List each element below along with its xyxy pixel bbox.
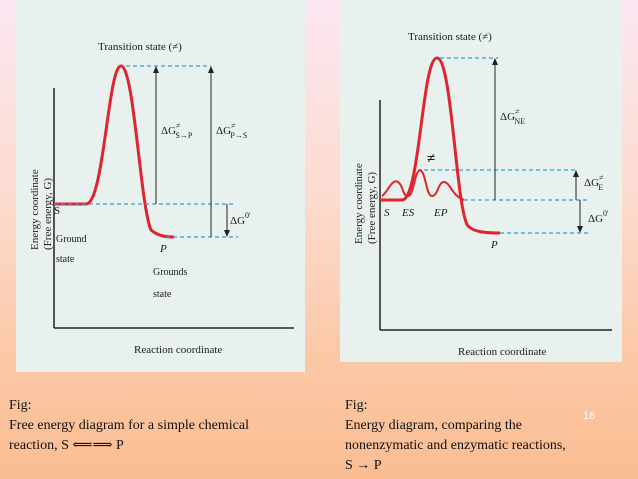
right-nonenzymatic-curve (380, 56, 501, 235)
left-dg-arrowhead (153, 66, 159, 73)
right-x-axis-label: Reaction coordinate (458, 346, 546, 358)
left-energy-curve (54, 64, 175, 239)
left-caption-line2: Free energy diagram for a simple chemica… (9, 418, 249, 433)
right-y-axis-label: Energy coordinate (353, 163, 365, 244)
left-dg-rev-arrowhead (208, 66, 214, 73)
left-caption-equilibrium-arrow: ⟸⟹ (72, 438, 113, 453)
right-y-axis-title: Energy coordinate (Free energy, G) (353, 163, 378, 244)
left-energy-diagram: Transition state (≠) ΔG≠ S→P ΔG≠ P→S ΔG0' … (29, 41, 294, 356)
right-es-label: ES (401, 207, 415, 219)
right-neq-label: ≠ (427, 151, 435, 167)
left-ground-label: Ground (56, 234, 87, 245)
right-diagram-panel: Transition state (≠) ≠ ΔG≠ NE ΔG≠ E ΔG0' S… (340, 0, 622, 362)
left-y-axis-title: Energy coordinate (Free energy, G) (29, 169, 54, 250)
right-dg0-label: ΔG0' (588, 209, 609, 225)
left-s-label: S (54, 205, 60, 217)
left-dg0-arrowhead (224, 230, 230, 237)
left-caption: Fig: Free energy diagram for a simple ch… (9, 396, 309, 456)
left-state-label: state (56, 254, 75, 265)
right-y-axis-sub: (Free energy, G) (366, 172, 378, 244)
right-ep-label: EP (433, 207, 448, 219)
right-transition-label: Transition state (≠) (408, 31, 492, 43)
left-y-axis-label: Energy coordinate (29, 169, 41, 250)
right-energy-diagram: Transition state (≠) ≠ ΔG≠ NE ΔG≠ E ΔG0' S… (353, 31, 612, 358)
right-s-label: S (384, 207, 390, 219)
slide-number: 16 (583, 410, 596, 422)
left-dg0-label: ΔG0' (230, 211, 251, 227)
right-caption-line4: S → P (345, 458, 382, 473)
right-caption-line3: nonenzymatic and enzymatic reactions, (345, 438, 566, 453)
right-dg-e-label: ΔG≠ E (584, 173, 604, 192)
left-diagram-panel: Transition state (≠) ΔG≠ S→P ΔG≠ P→S ΔG0' … (16, 0, 305, 372)
right-dg-e-arrowhead (573, 170, 579, 177)
right-p-label: P (490, 239, 498, 251)
left-caption-product: P (116, 438, 124, 453)
left-p-label: P (159, 243, 167, 255)
left-grounds-label: Grounds (153, 267, 188, 278)
left-caption-reactant: reaction, S (9, 438, 69, 453)
right-caption: Fig: Energy diagram, comparing the nonen… (345, 396, 635, 476)
right-caption-line2: Energy diagram, comparing the (345, 418, 523, 433)
left-y-axis-sub: (Free energy, G) (42, 178, 54, 250)
left-x-axis-label: Reaction coordinate (134, 344, 222, 356)
right-dg0-arrowhead (577, 226, 583, 233)
left-caption-line3: reaction, S ⟸⟹ P (9, 436, 309, 456)
left-caption-line1: Fig: (9, 398, 32, 413)
right-caption-line1: Fig: (345, 398, 368, 413)
right-dg-ne-label: ΔG≠ NE (500, 107, 525, 126)
left-dg-label: ΔG≠ S→P (161, 121, 193, 140)
left-transition-label: Transition state (≠) (98, 41, 182, 53)
left-dg-rev-label: ΔG≠ P→S (216, 121, 247, 140)
right-dg-ne-arrowhead (492, 58, 498, 65)
right-enzymatic-curve (381, 168, 465, 201)
left-state2-label: state (153, 289, 172, 300)
